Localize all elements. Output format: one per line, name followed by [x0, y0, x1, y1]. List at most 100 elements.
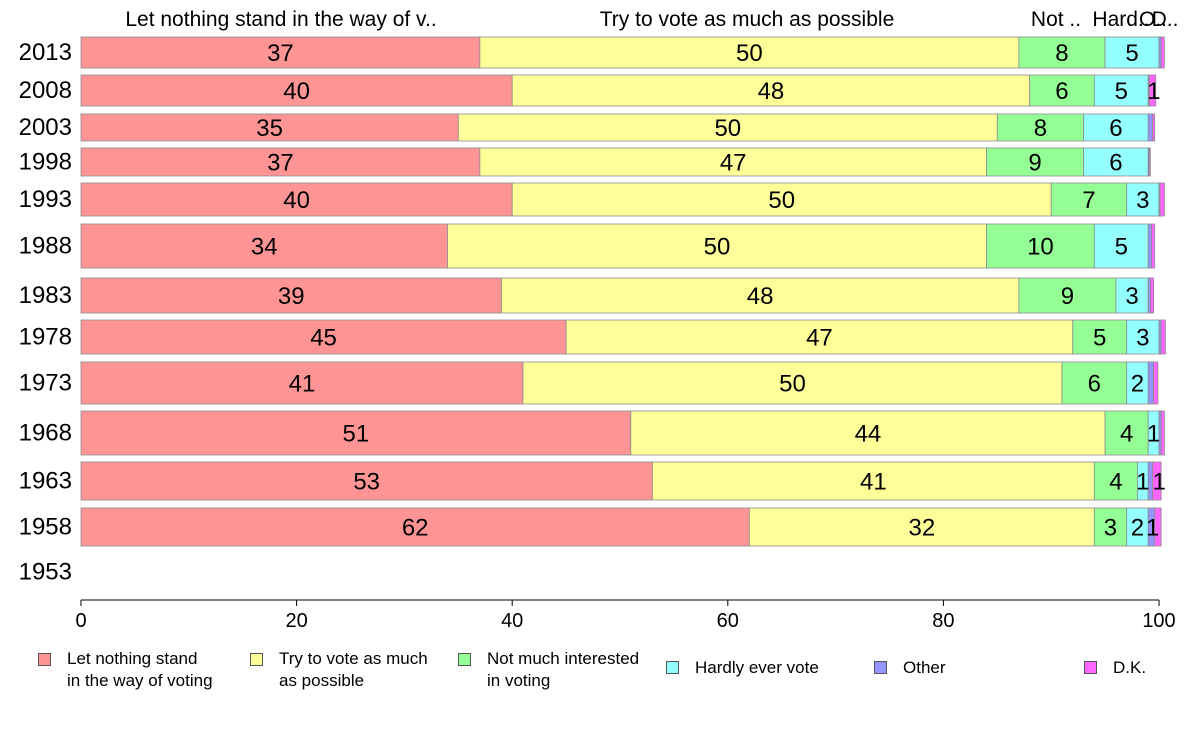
- year-label: 1983: [19, 282, 72, 309]
- bar-segment: [80, 361, 524, 405]
- bar-segment: [565, 319, 1074, 355]
- column-header: Not ..: [1031, 8, 1081, 31]
- bar-segment: [1093, 461, 1138, 501]
- data-label: 6: [1055, 78, 1068, 105]
- bar-segment: [1148, 74, 1157, 107]
- x-tick-label: 60: [717, 610, 739, 632]
- data-label: 48: [747, 283, 774, 310]
- bar-segment: [80, 223, 448, 269]
- data-label: 10: [1027, 234, 1054, 261]
- year-label: 1973: [19, 370, 72, 397]
- data-label: 4: [1109, 469, 1122, 496]
- data-label: 3: [1136, 325, 1149, 352]
- bars: 37 50 8 540 48 6 5 135 50 8 637 47 9 640 50 7 334 50 10 539…: [80, 36, 1166, 547]
- column-header: Hard..: [1092, 8, 1149, 31]
- legend: Let nothing stand in the way of voting Tr…: [38, 648, 1178, 698]
- bar-segment: [1061, 361, 1128, 405]
- data-label: 34: [251, 234, 278, 261]
- data-label: 48: [758, 78, 785, 105]
- data-label: 1: [1147, 421, 1160, 448]
- data-label: 4: [1120, 421, 1133, 448]
- year-label: 2008: [19, 77, 72, 104]
- year-label: 2003: [19, 114, 72, 141]
- bar-segment: [1149, 277, 1155, 314]
- bar-segment: [1152, 113, 1156, 142]
- x-tick-label: 80: [932, 610, 954, 632]
- data-label: 5: [1093, 325, 1106, 352]
- year-label: 1988: [19, 233, 72, 260]
- bar-segment: [80, 74, 513, 107]
- data-label: 40: [283, 187, 310, 214]
- data-label: 3: [1104, 515, 1117, 542]
- bar-segment: [511, 74, 1031, 107]
- data-label: 9: [1061, 283, 1074, 310]
- data-label: 5: [1125, 40, 1138, 67]
- x-tick-label: 100: [1142, 610, 1175, 632]
- bar-segment: [1151, 223, 1156, 269]
- data-label: 62: [402, 515, 429, 542]
- column-header: Try to vote as much as possible: [600, 8, 895, 31]
- x-tick-label: 20: [285, 610, 307, 632]
- legend-item: Not much interested in voting: [458, 648, 639, 692]
- data-label: 1: [1146, 515, 1159, 542]
- bar-segment: [996, 113, 1084, 142]
- bar-segment: [1159, 182, 1165, 217]
- x-tick-label: 0: [75, 610, 86, 632]
- year-label: 1953: [19, 559, 72, 586]
- bar-segment: [1147, 223, 1152, 269]
- data-label: 1: [1147, 78, 1160, 105]
- year-label: 1993: [19, 186, 72, 213]
- legend-label: Other: [903, 658, 946, 677]
- data-label: 51: [343, 421, 370, 448]
- legend-label: Let nothing stand in the way of voting: [67, 649, 213, 690]
- x-axis: 0 20 40 60 80 100: [75, 599, 1176, 632]
- legend-item: Try to vote as much as possible: [250, 648, 428, 692]
- bar-segment: [1093, 507, 1128, 547]
- bar-segment: [1152, 461, 1162, 501]
- data-label: 8: [1055, 40, 1068, 67]
- bar-segment: [447, 223, 987, 269]
- bar-segment: [80, 507, 750, 547]
- x-tick-label: 40: [501, 610, 523, 632]
- bar-segment: [1018, 36, 1106, 69]
- legend-swatch: [874, 661, 887, 674]
- bar-segment: [80, 113, 459, 142]
- legend-label: Try to vote as much as possible: [279, 649, 428, 690]
- data-label: 41: [289, 371, 316, 398]
- data-label: 1: [1152, 469, 1165, 496]
- data-label: 50: [768, 187, 795, 214]
- bar-segment: [1160, 319, 1166, 355]
- data-label: 5: [1115, 78, 1128, 105]
- legend-item: Other: [874, 648, 946, 679]
- bar-segment: [748, 507, 1095, 547]
- legend-swatch: [38, 653, 51, 666]
- data-label: 3: [1125, 283, 1138, 310]
- data-label: 7: [1082, 187, 1095, 214]
- data-label: 50: [714, 115, 741, 142]
- bar-segment: [1126, 182, 1160, 217]
- bar-segment: [1050, 182, 1128, 217]
- legend-swatch: [250, 653, 263, 666]
- year-labels: 2013 2008 2003 1998 1993 1988 1983 1978 1973 1968…: [19, 39, 72, 586]
- legend-item: D.K.: [1084, 648, 1146, 679]
- data-label: 3: [1136, 187, 1149, 214]
- bar-segment: [1160, 36, 1165, 69]
- data-label: 35: [256, 115, 283, 142]
- bar-segment: [1160, 410, 1165, 456]
- data-label: 8: [1034, 115, 1047, 142]
- legend-item: Let nothing stand in the way of voting: [38, 648, 213, 692]
- bar-segment: [80, 36, 481, 69]
- year-label: 1978: [19, 324, 72, 351]
- data-label: 45: [310, 325, 337, 352]
- column-headers: Let nothing stand in the way of v.. Try t…: [125, 8, 1178, 31]
- data-label: 40: [283, 78, 310, 105]
- bar-segment: [1147, 113, 1153, 142]
- bar-segment: [80, 319, 567, 355]
- legend-label: Not much interested in voting: [487, 649, 640, 690]
- bar-segment: [1126, 319, 1160, 355]
- bar-segment: [1147, 361, 1155, 405]
- data-label: 2: [1131, 371, 1144, 398]
- year-label: 1958: [19, 514, 72, 541]
- bar-segment: [1029, 74, 1095, 107]
- bar-segment: [80, 461, 653, 501]
